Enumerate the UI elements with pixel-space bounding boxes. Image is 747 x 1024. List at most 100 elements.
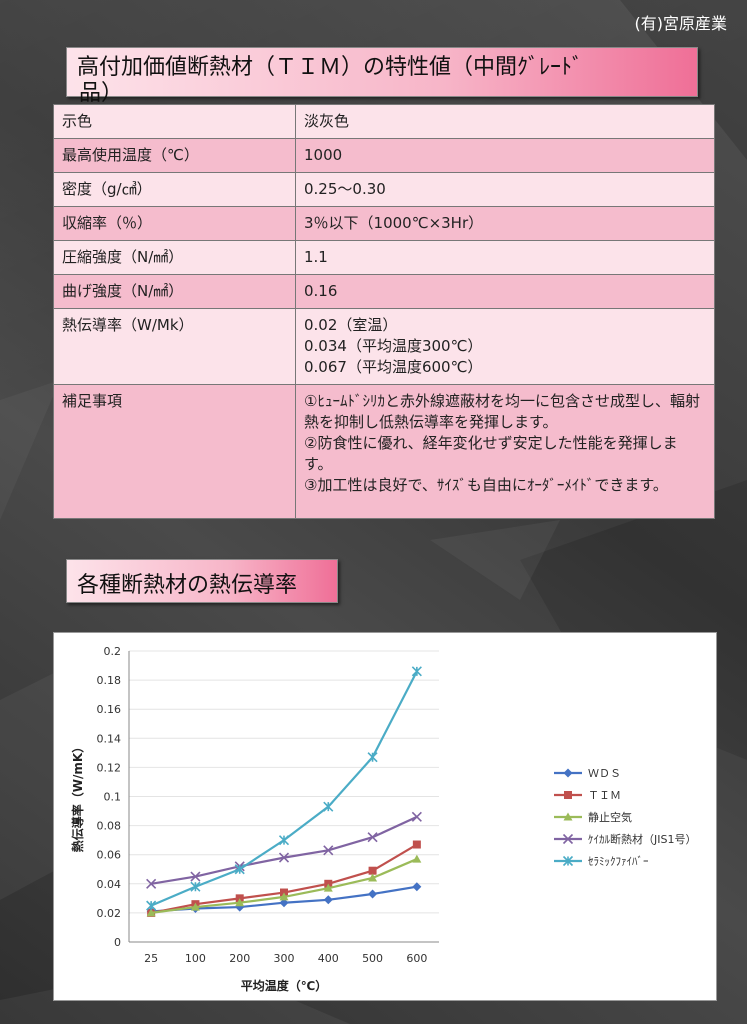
data-point (190, 881, 201, 892)
spec-row: 示色 淡灰色 (53, 104, 715, 139)
series-line (150, 815, 418, 885)
legend-label: ｾﾗﾐｯｸﾌｧｲﾊﾞｰ (588, 855, 649, 868)
spec-value: 3％以下（1000℃×3Hr） (295, 206, 715, 241)
data-point (412, 882, 422, 892)
y-tick-label: 0.18 (97, 674, 122, 687)
data-point (412, 840, 421, 849)
spec-value: 1000 (295, 138, 715, 173)
x-tick-label: 500 (362, 952, 383, 965)
data-point (564, 791, 572, 799)
series-line (150, 670, 418, 907)
data-point (190, 871, 201, 882)
legend-label: 静止空気 (588, 810, 632, 824)
spec-value: 0.16 (295, 274, 715, 309)
spec-key: 圧縮強度（N/㎟） (53, 240, 296, 275)
data-point (562, 833, 574, 845)
page-title-box: 高付加価値断熱材（ＴＩＭ）の特性値（中間ｸﾞﾚｰﾄﾞ 品） (66, 47, 698, 106)
data-point (235, 902, 245, 912)
spec-value: ①ﾋｭｰﾑﾄﾞｼﾘｶと赤外線遮蔽材を均一に包含させ成型し、輻射熱を抑制し低熱伝導… (295, 384, 715, 519)
x-tick-label: 25 (144, 952, 158, 965)
spec-value-line: 0.067（平均温度600℃） (304, 358, 483, 376)
x-axis-title: 平均温度（℃） (241, 978, 328, 993)
x-tick-label: 400 (318, 952, 339, 965)
data-point (367, 832, 378, 843)
data-point (368, 873, 378, 882)
spec-row: 密度（g/㎤） 0.25～0.30 (53, 172, 715, 207)
spec-value-line: ①ﾋｭｰﾑﾄﾞｼﾘｶと赤外線遮蔽材を均一に包含させ成型し、輻射熱を抑制し低熱伝導… (304, 392, 700, 431)
y-tick-label: 0 (114, 936, 121, 949)
spec-key: 示色 (53, 104, 296, 139)
spec-key: 密度（g/㎤） (53, 172, 296, 207)
spec-value: 0.02（室温） 0.034（平均温度300℃） 0.067（平均温度600℃） (295, 308, 715, 385)
data-point (323, 883, 333, 892)
company-name: (有)宮原産業 (634, 14, 728, 33)
spec-row: 収縮率（％） 3％以下（1000℃×3Hr） (53, 206, 715, 241)
data-point (146, 908, 156, 917)
x-tick-label: 200 (229, 952, 250, 965)
data-point (279, 898, 289, 908)
legend-label: ＷＤＳ (588, 767, 621, 780)
y-tick-label: 0.2 (104, 645, 122, 658)
y-tick-label: 0.14 (97, 732, 122, 745)
y-tick-label: 0.06 (97, 849, 122, 862)
spec-value-line: 3％以下（1000℃×3Hr） (304, 214, 484, 232)
data-point (146, 878, 157, 889)
y-tick-label: 0.04 (97, 878, 122, 891)
spec-value: 0.25～0.30 (295, 172, 715, 207)
spec-row: 曲げ強度（N/㎟） 0.16 (53, 274, 715, 309)
data-point (323, 895, 333, 905)
page-title-line2: 品） (79, 81, 124, 106)
data-point (368, 866, 377, 875)
legend-label: ｹｲｶﾙ断熱材（JIS1号） (588, 832, 696, 846)
data-point (278, 835, 290, 846)
data-point (412, 854, 422, 863)
data-point (278, 852, 290, 863)
spec-key: 熱伝導率（W/Mk） (53, 308, 296, 385)
spec-row: 熱伝導率（W/Mk） 0.02（室温） 0.034（平均温度300℃） 0.067（平… (53, 308, 715, 385)
data-point (411, 666, 422, 677)
section-title: 各種断熱材の熱伝導率 (77, 573, 298, 598)
data-point (367, 752, 378, 763)
x-tick-label: 100 (185, 952, 206, 965)
data-point (411, 811, 422, 822)
spec-row: 補足事項 ①ﾋｭｰﾑﾄﾞｼﾘｶと赤外線遮蔽材を均一に包含させ成型し、輻射熱を抑制し… (53, 384, 715, 519)
y-axis-title: 熱伝導率（W/mK） (70, 741, 85, 852)
spec-value-line: 0.034（平均温度300℃） (304, 337, 483, 355)
x-tick-label: 300 (274, 952, 295, 965)
data-point (235, 898, 245, 907)
chart-container: 0 0.02 0.04 0.06 0.08 0.1 0.12 0.14 0.16 0.18 0.2 2… (53, 632, 717, 1001)
spec-row: 圧縮強度（N/㎟） 1.1 (53, 240, 715, 275)
data-point (563, 768, 573, 778)
data-point (279, 892, 289, 901)
spec-key: 収縮率（％） (53, 206, 296, 241)
spec-key: 補足事項 (53, 384, 296, 519)
spec-value-line: 0.02（室温） (304, 316, 398, 334)
spec-table: 示色 淡灰色 最高使用温度（℃） 1000 密度（g/㎤） 0.25～0.30 収縮率（％）… (53, 104, 715, 519)
data-point (323, 845, 334, 856)
x-tick-label: 600 (406, 952, 427, 965)
conductivity-chart: 0 0.02 0.04 0.06 0.08 0.1 0.12 0.14 0.16 0.18 0.2 2… (70, 645, 696, 993)
spec-value-line: 1000 (304, 146, 343, 164)
data-point (563, 812, 573, 821)
data-point (190, 902, 200, 911)
data-point (562, 855, 574, 867)
data-point (234, 864, 245, 875)
legend-label: ＴＩＭ (588, 789, 621, 802)
spec-value: 1.1 (295, 240, 715, 275)
section-title-box: 各種断熱材の熱伝導率 (66, 559, 338, 603)
data-point (368, 889, 378, 899)
y-tick-label: 0.1 (104, 791, 122, 804)
spec-value-line: 淡灰色 (304, 112, 350, 130)
y-tick-label: 0.08 (97, 820, 122, 833)
spec-row: 最高使用温度（℃） 1000 (53, 138, 715, 173)
data-point (146, 900, 157, 911)
y-tick-label: 0.16 (97, 703, 122, 716)
spec-value-line: 0.16 (304, 282, 338, 300)
spec-key: 曲げ強度（N/㎟） (53, 274, 296, 309)
data-point (323, 801, 334, 812)
spec-value: 淡灰色 (295, 104, 715, 139)
y-tick-label: 0.12 (97, 761, 122, 774)
spec-value-line: 1.1 (304, 248, 328, 266)
y-tick-label: 0.02 (97, 907, 122, 920)
spec-value-line: 0.25～0.30 (304, 180, 386, 198)
